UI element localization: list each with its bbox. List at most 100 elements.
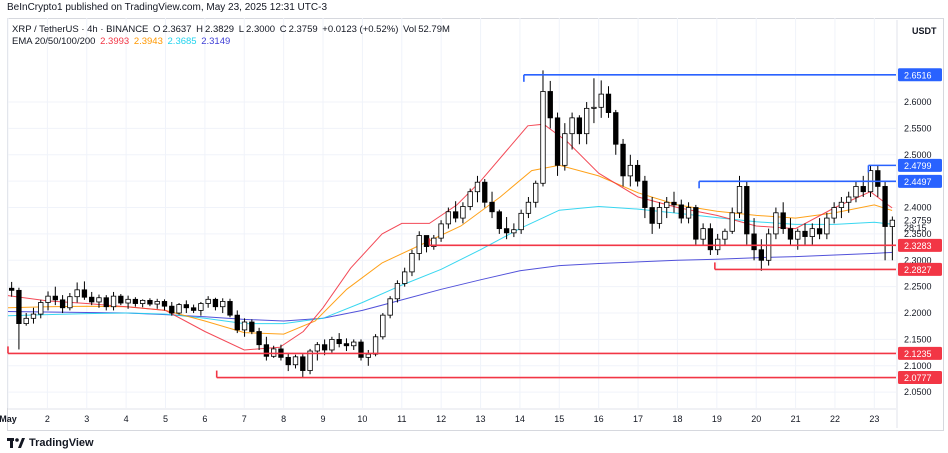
- candle[interactable]: [329, 336, 335, 353]
- candle[interactable]: [103, 295, 109, 311]
- candle[interactable]: [96, 294, 102, 308]
- candle[interactable]: [824, 212, 830, 240]
- candle[interactable]: [125, 295, 131, 309]
- candle[interactable]: [292, 354, 299, 369]
- candle[interactable]: [678, 199, 684, 224]
- candle[interactable]: [736, 175, 743, 219]
- candle[interactable]: [569, 112, 575, 150]
- candle[interactable]: [809, 223, 815, 245]
- candle[interactable]: [802, 223, 808, 245]
- candle[interactable]: [198, 301, 204, 316]
- candle[interactable]: [780, 202, 786, 234]
- candle[interactable]: [613, 109, 619, 155]
- candle[interactable]: [496, 209, 502, 234]
- candle[interactable]: [30, 307, 37, 324]
- candle[interactable]: [620, 138, 626, 187]
- candle[interactable]: [656, 202, 663, 229]
- candle[interactable]: [722, 228, 728, 245]
- tradingview-logo-icon[interactable]: [7, 437, 25, 449]
- candle[interactable]: [467, 188, 473, 211]
- candle[interactable]: [118, 294, 124, 306]
- candle[interactable]: [511, 223, 517, 238]
- candle[interactable]: [416, 231, 422, 261]
- candle[interactable]: [394, 280, 401, 303]
- candle[interactable]: [846, 191, 852, 213]
- candle[interactable]: [547, 80, 553, 129]
- candle[interactable]: [591, 78, 597, 124]
- candle[interactable]: [700, 223, 706, 245]
- candle[interactable]: [583, 102, 590, 145]
- candle[interactable]: [482, 179, 488, 208]
- candle[interactable]: [285, 353, 291, 372]
- candle[interactable]: [438, 220, 444, 242]
- candle[interactable]: [89, 291, 95, 306]
- candle[interactable]: [212, 297, 219, 311]
- candle[interactable]: [540, 70, 546, 187]
- support-price-tag-8[interactable]: [898, 371, 942, 385]
- candle[interactable]: [445, 207, 452, 229]
- candle[interactable]: [707, 223, 714, 256]
- candle[interactable]: [642, 175, 648, 219]
- candle[interactable]: [154, 298, 160, 309]
- candle[interactable]: [664, 196, 670, 219]
- candle[interactable]: [773, 207, 779, 240]
- candle[interactable]: [562, 123, 568, 171]
- candle[interactable]: [605, 86, 612, 118]
- candle[interactable]: [715, 233, 721, 256]
- candle[interactable]: [758, 239, 765, 271]
- candle[interactable]: [263, 336, 270, 361]
- candle[interactable]: [693, 204, 699, 245]
- candle[interactable]: [816, 218, 823, 240]
- candle[interactable]: [249, 319, 255, 335]
- candle[interactable]: [74, 282, 80, 303]
- candle[interactable]: [343, 338, 350, 352]
- candle[interactable]: [16, 287, 22, 350]
- tradingview-brand[interactable]: TradingView: [29, 437, 94, 449]
- candle[interactable]: [765, 228, 772, 266]
- candle[interactable]: [380, 313, 386, 340]
- candle[interactable]: [525, 196, 532, 219]
- candle[interactable]: [351, 339, 357, 350]
- candle[interactable]: [8, 281, 15, 297]
- candle[interactable]: [402, 267, 408, 287]
- support-price-tag-5[interactable]: [898, 238, 942, 252]
- candle[interactable]: [751, 218, 757, 261]
- candle[interactable]: [45, 291, 51, 311]
- candle[interactable]: [169, 301, 175, 316]
- resistance-price-tag-2[interactable]: [898, 174, 942, 188]
- candle[interactable]: [860, 175, 866, 197]
- candle[interactable]: [300, 354, 306, 378]
- candle[interactable]: [234, 310, 240, 334]
- candle[interactable]: [533, 180, 539, 208]
- candle[interactable]: [598, 80, 604, 118]
- candle[interactable]: [853, 181, 859, 203]
- candle[interactable]: [554, 112, 561, 176]
- candle[interactable]: [358, 339, 364, 361]
- candle[interactable]: [795, 228, 801, 250]
- candle[interactable]: [423, 235, 430, 253]
- candle[interactable]: [147, 298, 153, 307]
- candle[interactable]: [503, 217, 510, 240]
- candle[interactable]: [190, 304, 197, 314]
- candle[interactable]: [205, 296, 211, 308]
- candle[interactable]: [220, 298, 226, 314]
- symbol-label[interactable]: XRP / TetherUS · 4h · BINANCE: [12, 24, 149, 35]
- candle[interactable]: [409, 249, 415, 277]
- candle[interactable]: [67, 292, 73, 311]
- candle[interactable]: [139, 299, 146, 308]
- candle[interactable]: [671, 191, 677, 213]
- candle[interactable]: [685, 202, 692, 224]
- candle[interactable]: [52, 286, 58, 306]
- candle[interactable]: [634, 160, 641, 187]
- candle[interactable]: [81, 281, 88, 300]
- candle[interactable]: [627, 154, 633, 187]
- support-price-tag-6[interactable]: [898, 262, 942, 276]
- candle[interactable]: [23, 313, 29, 326]
- candle[interactable]: [649, 196, 655, 234]
- candle[interactable]: [59, 295, 66, 314]
- candle[interactable]: [183, 300, 189, 314]
- currency-label[interactable]: USDT: [912, 26, 937, 36]
- candle[interactable]: [110, 291, 117, 311]
- candle[interactable]: [38, 299, 44, 319]
